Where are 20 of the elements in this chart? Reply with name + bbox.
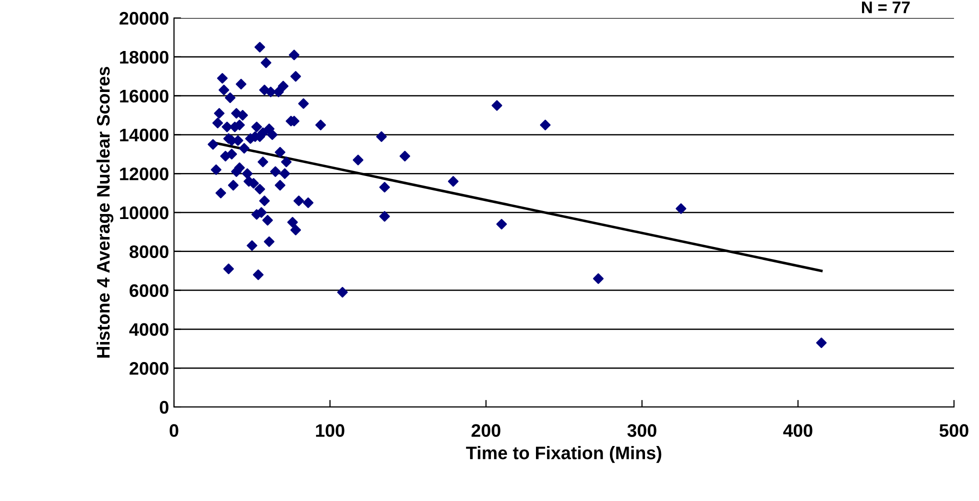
y-tick-label: 16000: [120, 90, 168, 103]
x-tick-label: 400: [783, 424, 812, 437]
y-tick-label: 4000: [129, 323, 168, 336]
x-tick-label: 100: [316, 424, 344, 437]
y-tick-label: 0: [160, 400, 168, 414]
y-tick-label: 14000: [120, 128, 168, 142]
y-axis-title: Histone 4 Average Nuclear Scores: [96, 66, 114, 358]
y-tick-label: 6000: [130, 284, 168, 298]
x-tick-label: 200: [472, 424, 500, 437]
y-tick-label: 8000: [130, 245, 168, 258]
x-tick-label: 500: [939, 424, 968, 437]
y-tick-label: 2000: [130, 362, 168, 375]
y-tick-label: 10000: [120, 206, 168, 220]
x-axis-title: Time to Fixation (Mins): [466, 446, 662, 463]
x-tick-label: 0: [170, 424, 178, 437]
text: N = 77: [862, 2, 910, 14]
y-tick-label: 12000: [120, 168, 168, 180]
x-tick-label: 300: [627, 424, 656, 437]
y-tick-label: 20000: [120, 12, 168, 25]
y-tick-label: 18000: [120, 50, 168, 64]
